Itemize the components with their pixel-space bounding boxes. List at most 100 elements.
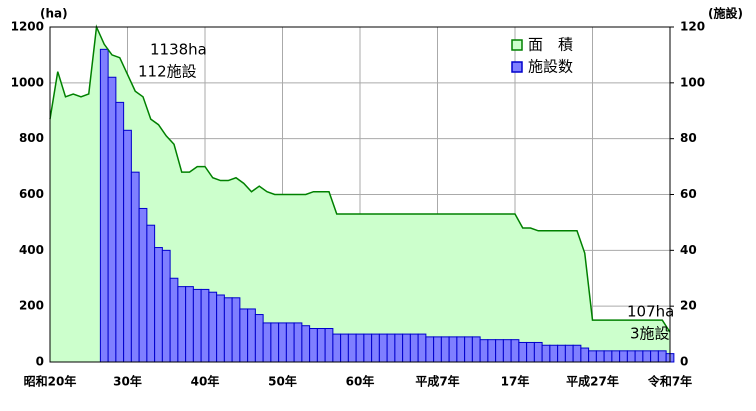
x-tick-label: 昭和20年 [24, 374, 77, 389]
annotation: 1138ha [150, 41, 207, 59]
bar [285, 322, 295, 363]
bar [146, 224, 156, 363]
bar [161, 249, 171, 363]
bar [402, 333, 411, 363]
bar [107, 76, 117, 363]
x-tick-label: 平成27年 [566, 374, 619, 389]
bar [502, 339, 512, 363]
bar [231, 297, 241, 363]
y2-unit: (施設) [708, 6, 743, 21]
bar [626, 350, 636, 363]
bar [200, 288, 210, 363]
bar [564, 344, 574, 363]
bar [371, 333, 380, 363]
y2-tick-label: 40 [680, 243, 697, 257]
bar [378, 333, 388, 363]
y2-tick-label: 20 [680, 299, 697, 313]
bar [324, 328, 334, 363]
y-unit: (ha) [40, 7, 68, 21]
bar [526, 341, 535, 363]
x-tick-label: 50年 [268, 374, 297, 389]
bar [650, 350, 659, 363]
bar [115, 101, 125, 363]
bar [619, 350, 628, 363]
bar [293, 322, 303, 363]
bar [309, 328, 318, 363]
bar [278, 322, 287, 363]
plot-frame [49, 26, 671, 363]
bar [572, 344, 582, 363]
bar [316, 328, 326, 363]
bar [479, 339, 489, 363]
annotation: 3施設 [630, 325, 670, 343]
area-line [49, 24, 671, 333]
bar [386, 333, 396, 363]
bar [595, 350, 605, 363]
bar [417, 333, 427, 363]
bar [464, 336, 473, 363]
y-tick-label: 800 [19, 131, 44, 145]
bar [634, 350, 644, 363]
x-tick-label: 40年 [191, 374, 220, 389]
x-tick-label: 平成7年 [415, 374, 459, 389]
legend-swatch [511, 61, 523, 73]
bar [332, 333, 342, 363]
legend-label: 面 積 [528, 36, 573, 54]
bar [223, 297, 233, 363]
y2-tick-label: 100 [680, 75, 705, 89]
y-tick-label: 1000 [11, 75, 44, 89]
y2-tick-label: 120 [680, 20, 705, 34]
bar [301, 325, 311, 363]
area [50, 27, 670, 362]
bar [177, 286, 187, 363]
bar [130, 171, 140, 363]
x-tick-label: 17年 [501, 374, 530, 389]
legend-swatch [511, 39, 523, 51]
bar [487, 339, 497, 363]
bar [588, 350, 597, 363]
x-tick-label: 60年 [346, 374, 375, 389]
y2-tick-label: 60 [680, 187, 697, 201]
bar [510, 339, 520, 363]
bar [355, 333, 365, 363]
bar [657, 350, 667, 363]
annotation: 112施設 [138, 63, 197, 81]
y2-tick-label: 0 [680, 355, 688, 369]
bar [580, 347, 590, 363]
bar [495, 339, 504, 363]
y-tick-label: 200 [19, 299, 44, 313]
bar [270, 322, 280, 363]
bar [518, 341, 528, 363]
bar [185, 286, 194, 363]
bar [262, 322, 272, 363]
bar [557, 344, 566, 363]
bar [440, 336, 450, 363]
bar [154, 247, 163, 363]
bar [208, 291, 218, 363]
bar [394, 333, 404, 363]
bar [138, 207, 148, 363]
bar [99, 48, 109, 363]
bar [549, 344, 559, 363]
bar [456, 336, 466, 363]
bar [611, 350, 621, 363]
y-tick-label: 1200 [11, 20, 44, 34]
bar [239, 308, 249, 363]
annotation: 107ha [627, 303, 674, 321]
y-tick-label: 400 [19, 243, 44, 257]
bar [433, 336, 442, 363]
bar [363, 333, 373, 363]
bar [448, 336, 458, 363]
y-tick-label: 600 [19, 187, 44, 201]
bar [603, 350, 613, 363]
bar [192, 288, 202, 363]
bar [169, 277, 179, 363]
bar [254, 314, 264, 363]
bar [533, 341, 543, 363]
bar [425, 336, 435, 363]
bar [642, 350, 652, 363]
bar [347, 333, 357, 363]
bar [409, 333, 419, 363]
y2-tick-label: 80 [680, 131, 697, 145]
bar [471, 336, 481, 363]
